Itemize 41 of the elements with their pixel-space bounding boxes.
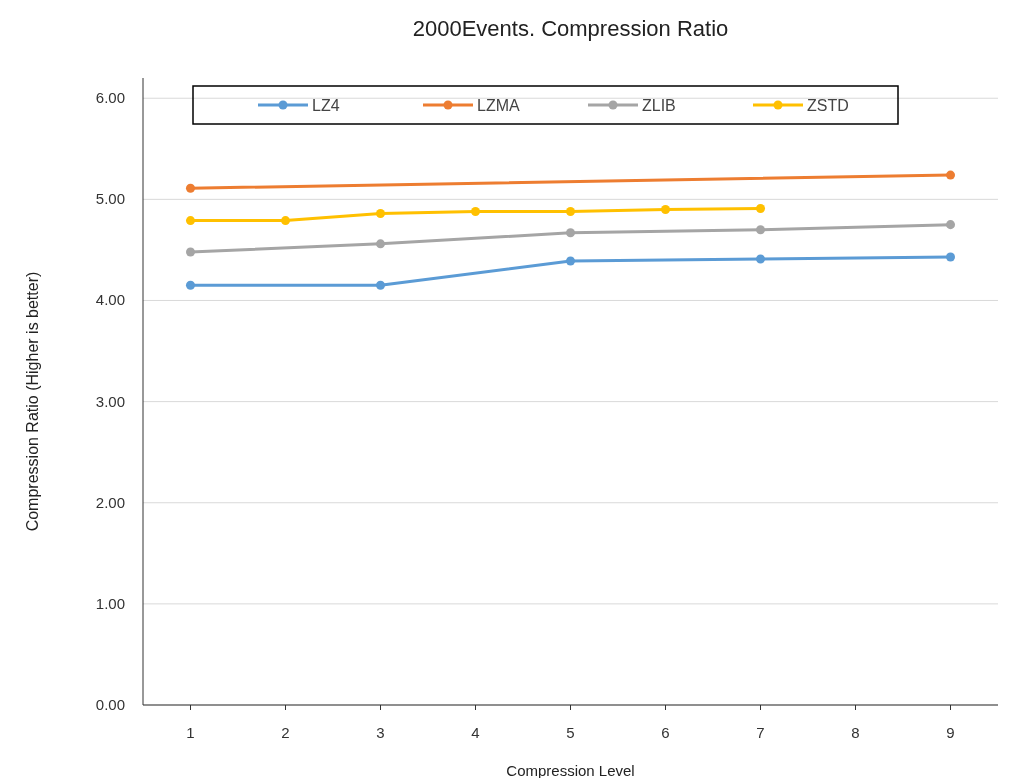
point [755, 225, 766, 235]
x-tick-label: 8 [851, 724, 860, 741]
x-tick-label: 7 [756, 724, 765, 741]
point [565, 206, 576, 216]
point [660, 204, 671, 214]
y-axis-title: Compression Ratio (Higher is better) [24, 271, 41, 532]
point [470, 206, 481, 216]
point [375, 209, 386, 219]
x-tick-label: 9 [946, 724, 955, 741]
point [185, 216, 196, 226]
point [375, 239, 386, 249]
y-tick-label: 3.00 [95, 392, 125, 410]
y-tick-label: 1.00 [95, 594, 125, 612]
y-tick-label: 2.00 [95, 493, 125, 511]
legend-label: LZMA [477, 97, 520, 114]
point [280, 216, 291, 226]
chart-title: 2000Events. Compression Ratio [412, 16, 729, 41]
x-tick-label: 2 [281, 724, 290, 741]
y-tick-label: 4.00 [95, 291, 125, 309]
point [755, 254, 766, 264]
point [185, 247, 196, 257]
point [565, 256, 576, 266]
point [185, 183, 196, 193]
point [565, 228, 576, 238]
x-tick-label: 4 [471, 724, 480, 741]
point [945, 170, 956, 180]
point [945, 252, 956, 262]
y-tick-label: 0.00 [95, 696, 125, 713]
legend-label: LZ4 [312, 97, 340, 114]
x-tick-label: 1 [186, 724, 195, 741]
legend-label: ZSTD [807, 97, 849, 114]
y-tick-label: 5.00 [95, 190, 125, 208]
legend-label: ZLIB [642, 97, 676, 114]
x-tick-label: 6 [661, 724, 670, 741]
x-tick-label: 3 [376, 724, 385, 741]
y-tick-label: 6.00 [95, 89, 125, 107]
point [185, 280, 196, 290]
point [755, 203, 766, 213]
x-tick-label: 5 [566, 724, 575, 741]
point [945, 220, 956, 230]
point [375, 280, 386, 290]
